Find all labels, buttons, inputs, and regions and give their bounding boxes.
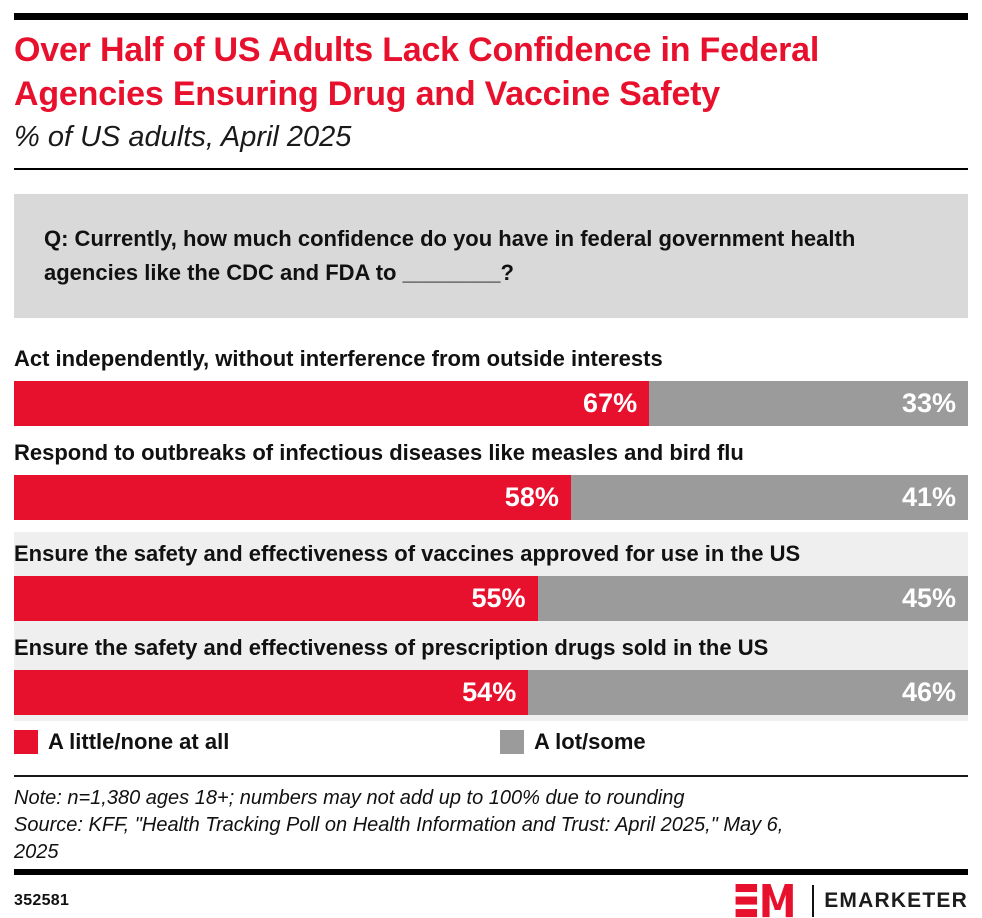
bar-value-label: 41% — [901, 482, 956, 512]
bar-value-label: 55% — [471, 583, 526, 613]
bar-value-label: 45% — [901, 583, 956, 613]
legend-swatch-gray-icon — [500, 730, 524, 754]
question-box: Q: Currently, how much confidence do you… — [14, 194, 968, 318]
bar-row: Respond to outbreaks of infectious disea… — [14, 438, 968, 520]
bar-segment-lot-some: 46% — [528, 670, 968, 715]
footer-divider — [14, 775, 968, 777]
legend-swatch-red-icon — [14, 730, 38, 754]
bar-value-label: 58% — [504, 482, 559, 512]
bar-category-label: Ensure the safety and effectiveness of v… — [14, 541, 801, 566]
bar-segment-lot-some: 41% — [570, 475, 968, 520]
note-text: Note: n=1,380 ages 18+; numbers may not … — [14, 787, 685, 809]
chart-id: 352581 — [14, 892, 70, 909]
bar-row: Ensure the safety and effectiveness of p… — [14, 633, 968, 715]
stacked-bar: 54% 46% — [14, 670, 968, 715]
emarketer-wordmark: EMARKETER — [824, 889, 968, 912]
legend-item-lot-some: A lot/some — [500, 729, 646, 755]
bar-row: Ensure the safety and effectiveness of v… — [14, 539, 968, 621]
legend-label: A lot/some — [534, 729, 646, 754]
page-subtitle: % of US adults, April 2025 — [14, 121, 352, 153]
emarketer-logo: EMARKETER — [732, 884, 968, 918]
stacked-bar: 58% 41% — [14, 475, 968, 520]
page-title: Over Half of US Adults Lack Confidence i… — [14, 31, 820, 113]
bar-segment-lot-some: 33% — [649, 381, 968, 426]
bottom-accent-bar — [14, 869, 968, 875]
bar-segment-little-none: 67% — [14, 381, 650, 426]
header-divider — [14, 168, 968, 170]
logo-divider — [812, 885, 815, 917]
stacked-bar: 55% 45% — [14, 576, 968, 621]
legend-item-little-none: A little/none at all — [14, 729, 500, 755]
bar-chart: Act independently, without interference … — [14, 344, 968, 721]
bar-value-label: 54% — [462, 677, 517, 707]
rows-band: Ensure the safety and effectiveness of v… — [14, 532, 968, 721]
notes-block: Note: n=1,380 ages 18+; numbers may not … — [14, 785, 968, 866]
bar-value-label: 33% — [901, 388, 956, 418]
bar-value-label: 46% — [901, 677, 956, 707]
top-accent-bar — [14, 13, 968, 20]
bar-category-label: Act independently, without interference … — [14, 346, 663, 371]
source-text-line2: 2025 — [14, 841, 59, 863]
question-text: Q: Currently, how much confidence do you… — [44, 226, 856, 285]
bar-row: Act independently, without interference … — [14, 344, 968, 426]
bar-segment-little-none: 58% — [14, 475, 571, 520]
bar-category-label: Respond to outbreaks of infectious disea… — [14, 440, 744, 465]
legend: A little/none at all A lot/some — [14, 729, 968, 755]
bar-value-label: 67% — [583, 388, 638, 418]
bar-segment-little-none: 54% — [14, 670, 529, 715]
bar-segment-little-none: 55% — [14, 576, 538, 621]
em-monogram-icon — [735, 884, 794, 918]
source-text: Source: KFF, "Health Tracking Poll on He… — [14, 814, 784, 836]
legend-label: A little/none at all — [48, 729, 230, 754]
bar-segment-lot-some: 45% — [537, 576, 968, 621]
footer: 352581 EMARKETER — [14, 884, 968, 918]
bar-category-label: Ensure the safety and effectiveness of p… — [14, 635, 769, 660]
stacked-bar: 67% 33% — [14, 381, 968, 426]
